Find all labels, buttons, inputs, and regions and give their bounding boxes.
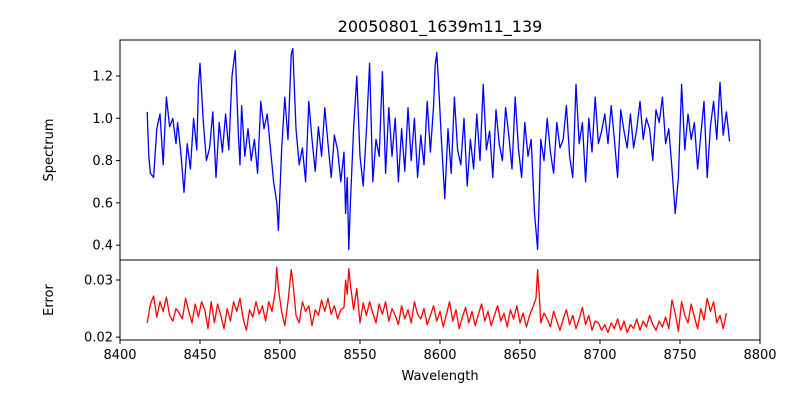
spectrum-panel-y-tick-label: 0.4 — [92, 239, 113, 254]
x-tick-label: 8750 — [663, 348, 696, 363]
chart-title: 20050801_1639m11_139 — [338, 17, 543, 37]
x-axis: 8400 8450 8500 8550 8600 8650 8700 8750 8800 — [103, 340, 777, 363]
x-tick-label: 8500 — [263, 348, 296, 363]
x-tick-label: 8450 — [183, 348, 216, 363]
spectrum-panel-series-line — [146, 47, 731, 251]
x-tick-label: 8800 — [743, 348, 776, 363]
x-tick-label: 8700 — [583, 348, 616, 363]
error-panel-y-tick-label: 0.02 — [84, 331, 113, 346]
spectrum-panel: 0.4 0.6 0.8 1.0 1.2 Spectrum — [42, 39, 761, 261]
spectrum-panel-y-tick-label: 1.0 — [92, 112, 113, 127]
spectrum-panel-y-axis-label: Spectrum — [42, 119, 57, 182]
x-tick-label: 8550 — [343, 348, 376, 363]
x-tick-label: 8650 — [503, 348, 536, 363]
spectrum-panel-y-tick-label: 0.8 — [92, 154, 113, 169]
spectrum-panel-y-tick-label: 0.6 — [92, 196, 113, 211]
spectrum-panel-frame — [119, 39, 761, 261]
error-panel: 0.02 0.03 Error — [42, 259, 761, 346]
x-axis-label: Wavelength — [401, 369, 478, 384]
panels: 0.4 0.6 0.8 1.0 1.2 Spectrum 0.02 0.03 Error 8400… — [42, 39, 777, 363]
error-panel-y-axis-label: Error — [42, 284, 57, 316]
x-tick-label: 8600 — [423, 348, 456, 363]
error-panel-frame — [119, 259, 761, 341]
error-panel-y-tick-label: 0.03 — [84, 274, 113, 289]
x-tick-label: 8400 — [103, 348, 136, 363]
error-panel-series-line — [146, 266, 728, 334]
spectrum-panel-y-tick-label: 1.2 — [92, 69, 113, 84]
